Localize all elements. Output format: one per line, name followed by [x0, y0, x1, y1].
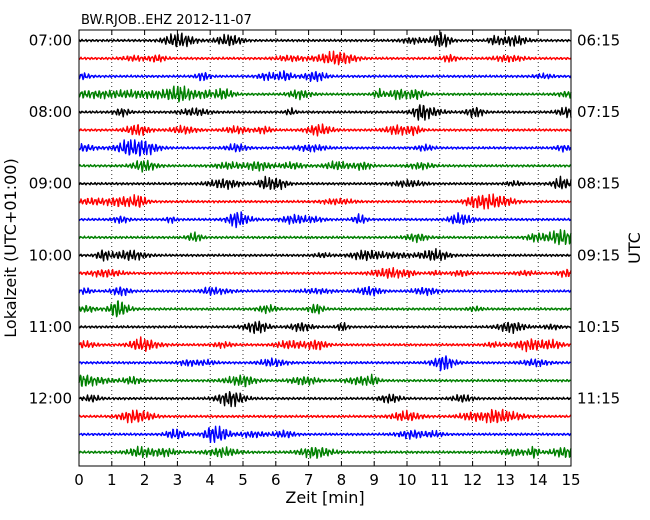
- trace-line: [78, 50, 572, 66]
- left-tick-label: 08:00: [29, 103, 72, 121]
- x-tick-label: 12: [463, 471, 482, 489]
- trace-line: [78, 229, 572, 246]
- trace-line: [78, 123, 572, 137]
- right-tick-label: 08:15: [577, 175, 620, 193]
- trace-line: [78, 445, 572, 459]
- trace-line: [78, 248, 572, 262]
- right-axis: 06:15 07:15 08:15 09:15 10:15 11:15: [566, 32, 620, 408]
- right-tick-label: 07:15: [577, 103, 620, 121]
- trace-line: [78, 211, 572, 229]
- trace-line: [78, 175, 572, 191]
- x-tick-label: 5: [238, 471, 248, 489]
- plot-frame: [78, 29, 572, 467]
- x-tick-label: 14: [529, 471, 548, 489]
- right-tick-label: 10:15: [577, 318, 620, 336]
- left-tick-label: 07:00: [29, 32, 72, 50]
- x-axis: 0 1 2 3 4 5 6 7 8 9 10 11 12 13 14 15: [74, 30, 581, 489]
- left-axis: 07:00 08:00 09:00 10:00 11:00 12:00: [29, 32, 84, 408]
- x-tick-label: 0: [74, 471, 84, 489]
- trace-line: [78, 31, 572, 48]
- trace-line: [78, 104, 572, 121]
- plot-background: [79, 30, 571, 466]
- x-tick-label: 7: [304, 471, 314, 489]
- x-tick-label: 2: [140, 471, 150, 489]
- trace-line: [78, 373, 572, 388]
- x-tick-label: 15: [561, 471, 580, 489]
- right-tick-label: 09:15: [577, 246, 620, 264]
- chart-title: BW.RJOB..EHZ 2012-11-07: [81, 13, 252, 28]
- trace-line: [78, 159, 572, 173]
- left-tick-label: 09:00: [29, 175, 72, 193]
- trace-line: [78, 391, 572, 408]
- x-tick-label: 13: [496, 471, 515, 489]
- trace-line: [78, 193, 572, 210]
- traces-group: [78, 31, 572, 459]
- trace-line: [78, 425, 572, 443]
- x-tick-label: 8: [337, 471, 347, 489]
- x-tick-label: 6: [271, 471, 281, 489]
- x-tick-label: 3: [173, 471, 183, 489]
- trace-line: [78, 267, 572, 279]
- trace-line: [78, 408, 572, 424]
- left-tick-label: 11:00: [29, 318, 72, 336]
- trace-line: [78, 139, 572, 157]
- x-tick-label: 1: [107, 471, 117, 489]
- x-tick-label: 10: [397, 471, 416, 489]
- x-tick-label: 9: [369, 471, 379, 489]
- x-grid: [111, 30, 539, 466]
- right-tick-label: 06:15: [577, 32, 620, 50]
- trace-line: [78, 355, 572, 372]
- left-axis-label: Lokalzeit (UTC+01:00): [1, 158, 20, 337]
- trace-line: [78, 320, 572, 335]
- left-tick-label: 10:00: [29, 246, 72, 264]
- trace-line: [78, 285, 572, 297]
- left-tick-label: 12:00: [29, 390, 72, 408]
- trace-line: [78, 300, 572, 318]
- trace-line: [78, 336, 572, 353]
- x-tick-label: 4: [205, 471, 215, 489]
- x-axis-label: Zeit [min]: [285, 488, 364, 507]
- right-axis-label: UTC: [625, 232, 644, 264]
- trace-line: [78, 85, 572, 103]
- x-tick-label: 11: [430, 471, 449, 489]
- trace-line: [78, 70, 572, 83]
- right-tick-label: 11:15: [577, 390, 620, 408]
